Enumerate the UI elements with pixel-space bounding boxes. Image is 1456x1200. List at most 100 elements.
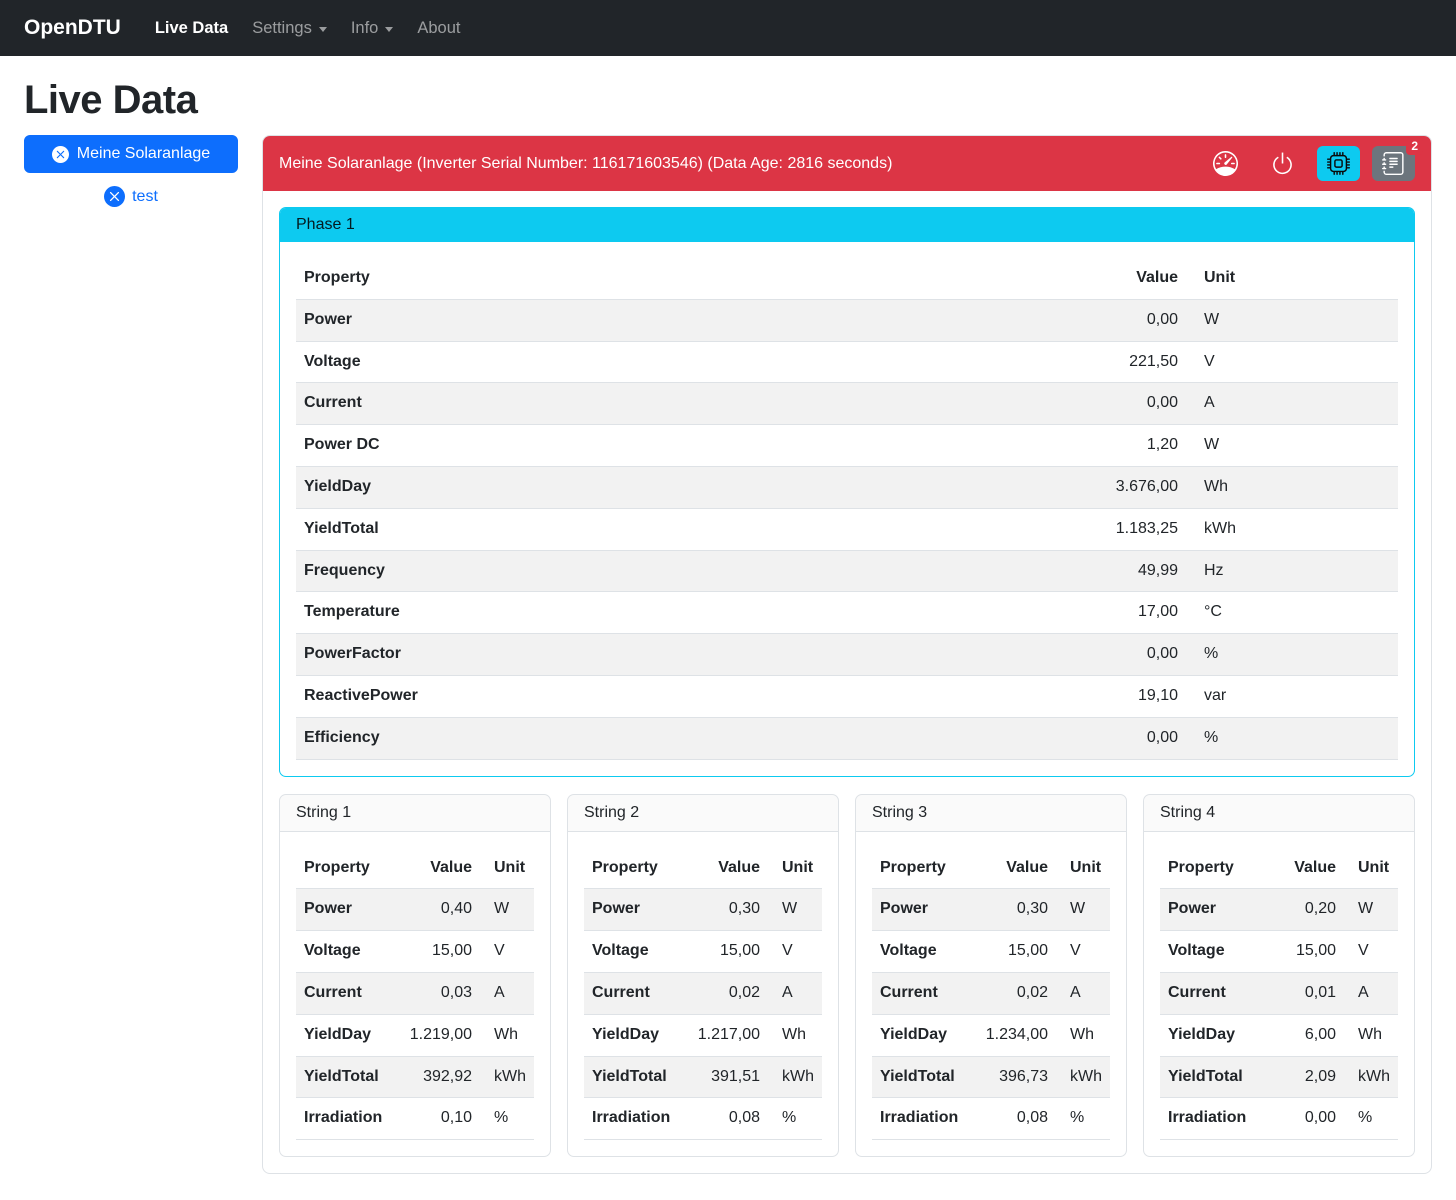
unit-cell: Wh — [1056, 1014, 1110, 1057]
value-cell: 1,20 — [851, 424, 1186, 467]
value-cell: 0,02 — [972, 972, 1056, 1015]
table-row: YieldTotal 392,92 kWh — [296, 1056, 534, 1099]
inverter-link-test[interactable]: test — [24, 186, 238, 207]
table-row: Voltage 15,00 V — [584, 930, 822, 973]
x-circle-icon — [104, 186, 126, 207]
string-2-table: Property Value Unit Power 0,30 W Voltage 15,… — [584, 847, 822, 1141]
unit-cell: V — [768, 930, 822, 973]
property-column-header: Property — [872, 847, 973, 890]
string-3-card: String 3 Property Value Unit — [855, 793, 1127, 1158]
table-header-row: Property Value Unit — [872, 847, 1110, 890]
value-cell: 49,99 — [851, 550, 1186, 593]
string-1-card-body: Property Value Unit Power 0,40 W Voltage 15,… — [280, 832, 550, 1141]
inverter-select-button-label: Meine Solaranlage — [76, 145, 211, 162]
property-cell: YieldTotal — [872, 1056, 973, 1099]
value-cell: 15,00 — [1274, 930, 1344, 973]
unit-column-header: Unit — [1056, 847, 1110, 890]
inverter-card-title: Meine Solaranlage (Inverter Serial Numbe… — [279, 154, 893, 172]
value-cell: 392,92 — [396, 1056, 480, 1099]
string-3-card-body: Property Value Unit Power 0,30 W Voltage 15,… — [856, 832, 1126, 1141]
property-cell: Current — [584, 972, 685, 1015]
value-column-header: Value — [1274, 847, 1344, 890]
inverter-toolbar: 2 — [1203, 137, 1423, 181]
table-row: Irradiation 0,08% — [584, 1097, 822, 1141]
nav-item-live-data[interactable]: Live Data — [154, 18, 229, 37]
unit-cell: Wh — [480, 1014, 534, 1057]
brand-logo[interactable]: OpenDTU — [24, 16, 121, 39]
unit-column-header: Unit — [1186, 258, 1398, 300]
table-row: YieldTotal 1.183,25 kWh — [296, 508, 1398, 551]
value-cell: 1.217,00 — [684, 1014, 768, 1057]
property-cell: YieldDay — [296, 1014, 397, 1057]
property-cell: Irradiation — [1160, 1097, 1275, 1141]
string-1-table: Property Value Unit Power 0,40 W Voltage 15,… — [296, 847, 534, 1141]
value-cell: 15,00 — [396, 930, 480, 973]
event-log-button[interactable]: 2 — [1372, 137, 1423, 181]
unit-cell: A — [1056, 972, 1110, 1015]
table-row: YieldDay 1.234,00 Wh — [872, 1014, 1110, 1057]
table-row: YieldDay 1.219,00 Wh — [296, 1014, 534, 1057]
table-header-row: Property Value Unit — [1160, 847, 1398, 890]
limit-settings-button[interactable] — [1203, 146, 1248, 181]
page-title: Live Data — [24, 78, 198, 122]
unit-cell: % — [768, 1097, 822, 1141]
value-cell: 15,00 — [972, 930, 1056, 973]
value-cell: 15,00 — [684, 930, 768, 973]
property-column-header: Property — [1160, 847, 1275, 890]
device-info-button[interactable] — [1317, 146, 1360, 181]
value-cell: 17,00 — [851, 591, 1186, 635]
table-row: PowerFactor 0,00% — [296, 633, 1398, 676]
unit-cell: W — [1056, 888, 1110, 932]
property-cell: Irradiation — [296, 1097, 397, 1141]
string-4-card-body: Property Value Unit Power 0,20 W Voltage 15,… — [1144, 832, 1414, 1141]
table-row: YieldDay 6,00 Wh — [1160, 1014, 1398, 1057]
table-row: Power 0,00 W — [296, 299, 1398, 342]
table-row: YieldDay 1.217,00 Wh — [584, 1014, 822, 1057]
table-row: Voltage 15,00 V — [872, 930, 1110, 973]
unit-cell: V — [480, 930, 534, 973]
power-toggle-button[interactable] — [1260, 146, 1305, 181]
unit-cell: W — [768, 888, 822, 932]
value-cell: 1.219,00 — [396, 1014, 480, 1057]
unit-cell: V — [1056, 930, 1110, 973]
value-column-header: Value — [972, 847, 1056, 890]
top-navbar: OpenDTU Live Data Settings Info About — [0, 0, 1456, 56]
table-row: Voltage 15,00 V — [1160, 930, 1398, 973]
table-header-row: Property Value Unit — [296, 258, 1398, 300]
value-cell: 391,51 — [684, 1056, 768, 1099]
phase-1-card: Phase 1 Property Value Unit Power 0,00 W Vo… — [279, 207, 1415, 777]
nav-item-settings-label: Settings — [252, 18, 312, 37]
string-2-card: String 2 Property Value Unit — [567, 793, 839, 1158]
phase-1-card-title: Phase 1 — [280, 208, 1414, 242]
table-row: ReactivePower 19,10 var — [296, 675, 1398, 718]
table-row: Irradiation 0,08% — [872, 1097, 1110, 1141]
unit-cell: A — [768, 972, 822, 1015]
unit-cell: A — [1186, 382, 1398, 426]
inverter-select-button[interactable]: Meine Solaranlage — [24, 135, 238, 173]
property-cell: Power — [872, 888, 973, 932]
value-cell: 2,09 — [1274, 1056, 1344, 1099]
value-cell: 1.234,00 — [972, 1014, 1056, 1057]
value-cell: 0,10 — [396, 1097, 480, 1141]
property-cell: Efficiency — [296, 717, 852, 760]
string-3-card-title: String 3 — [856, 795, 1126, 832]
nav-item-settings[interactable]: Settings — [244, 11, 335, 46]
value-cell: 0,20 — [1274, 888, 1344, 932]
nav-item-about[interactable]: About — [417, 18, 461, 37]
unit-cell: % — [1186, 717, 1398, 760]
property-cell: Power — [584, 888, 685, 932]
journal-text-icon — [1382, 152, 1405, 175]
unit-cell: kWh — [480, 1056, 534, 1099]
property-cell: YieldTotal — [1160, 1056, 1275, 1099]
value-column-header: Value — [396, 847, 480, 890]
nav-item-info[interactable]: Info — [343, 11, 402, 46]
table-row: Current 0,00 A — [296, 382, 1398, 426]
value-cell: 0,08 — [972, 1097, 1056, 1141]
unit-column-header: Unit — [768, 847, 822, 890]
string-4-table: Property Value Unit Power 0,20 W Voltage 15,… — [1160, 847, 1398, 1141]
property-cell: ReactivePower — [296, 675, 852, 718]
value-cell: 0,00 — [851, 717, 1186, 760]
value-column-header: Value — [851, 258, 1186, 300]
value-cell: 0,00 — [851, 299, 1186, 342]
property-cell: Voltage — [872, 930, 973, 973]
